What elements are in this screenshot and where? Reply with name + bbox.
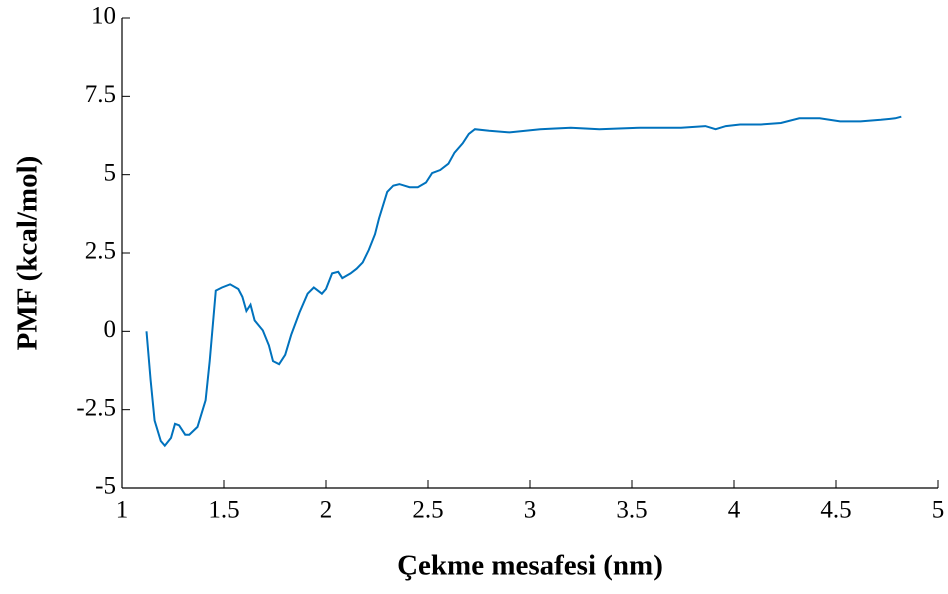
x-axis-title: Çekme mesafesi (nm) — [397, 550, 663, 582]
y-tick-label: -2.5 — [76, 394, 116, 421]
x-tick-label: 1 — [116, 497, 129, 524]
x-tick-label: 2.5 — [412, 497, 443, 524]
x-tick-label: 4.5 — [820, 497, 851, 524]
x-tick-label: 2 — [320, 497, 333, 524]
y-tick-label: 0 — [104, 316, 117, 343]
x-tick-label: 3.5 — [616, 497, 647, 524]
x-tick-label: 1.5 — [208, 497, 239, 524]
y-axis-title: PMF (kcal/mol) — [12, 156, 44, 351]
line-series — [145, 115, 902, 448]
y-tick-label: 10 — [91, 3, 116, 30]
y-tick-label: -5 — [95, 473, 116, 500]
y-tick-label: 7.5 — [85, 81, 116, 108]
y-tick-label: 2.5 — [85, 238, 116, 265]
x-tick-label: 4 — [728, 497, 741, 524]
x-tick-label: 5 — [932, 497, 945, 524]
x-tick-label: 3 — [524, 497, 537, 524]
y-tick-label: 5 — [104, 159, 117, 186]
